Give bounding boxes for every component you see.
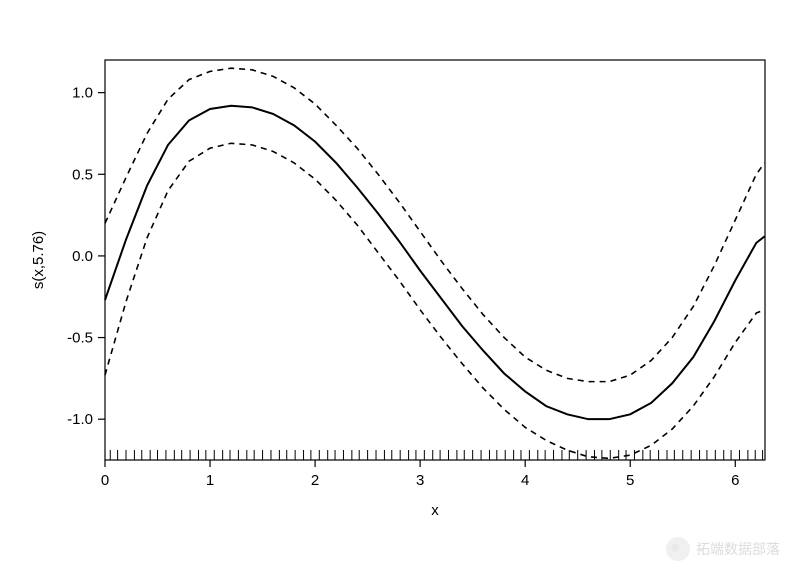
ytick-label: -0.5 [67,330,93,347]
xtick-label: 1 [206,472,214,489]
ytick-label: 1.0 [72,85,93,102]
y-axis-label: s(x,5.76) [30,231,47,289]
x-axis-label: x [431,502,439,519]
ci-upper-line [105,68,765,381]
xtick-label: 6 [731,472,739,489]
ytick-label: 0.5 [72,166,93,183]
ytick-label: 0.0 [72,248,93,265]
ci-lower-line [105,143,765,458]
fit-line [105,106,765,419]
xtick-label: 4 [521,472,529,489]
xtick-label: 3 [416,472,424,489]
xtick-label: 5 [626,472,634,489]
plot-frame [105,60,765,460]
ytick-label: -1.0 [67,411,93,428]
smooth-term-plot: -1.0 -0.5 0.0 0.5 1.0 0 1 2 3 4 5 6 x s(x,5.76) [0,0,800,571]
xtick-label: 2 [311,472,319,489]
xtick-label: 0 [101,472,109,489]
